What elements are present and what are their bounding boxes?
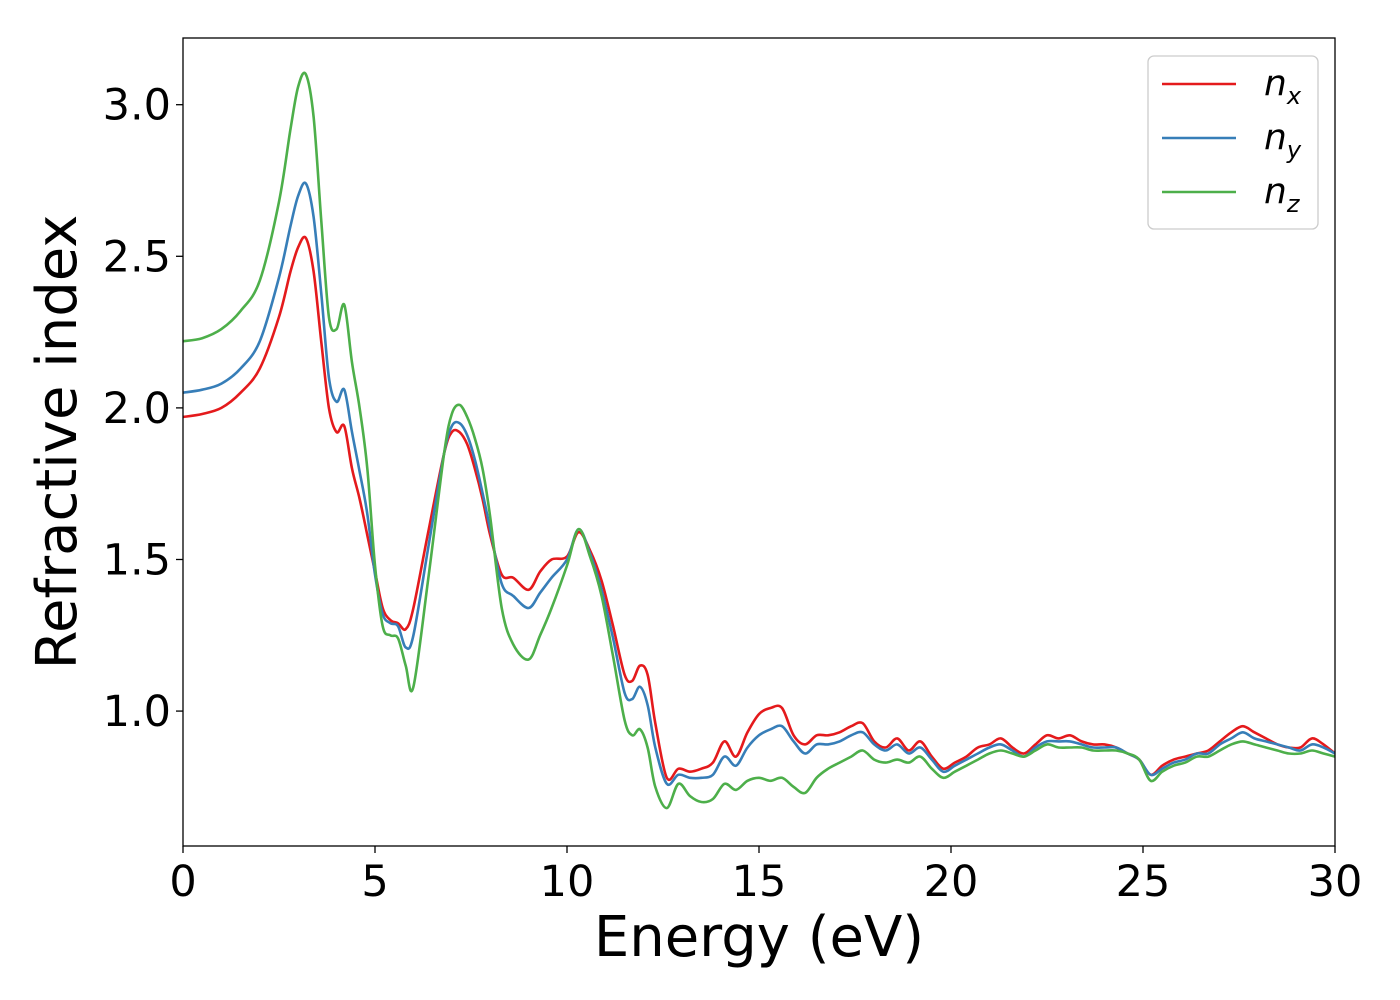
x-tick-label: 25: [1116, 857, 1171, 907]
y-tick-label: 1.5: [103, 535, 171, 585]
y-tick-label: 3.0: [103, 81, 171, 131]
x-tick-label: 15: [732, 857, 787, 907]
series-group: [183, 71, 1335, 810]
legend-label-nz: nz: [1264, 171, 1301, 218]
x-tick-label: 20: [924, 857, 979, 907]
x-tick-label: 10: [540, 857, 595, 907]
y-axis: 1.0 1.5 2.0 2.5 3.0: [103, 81, 183, 737]
series-line-nx: [183, 235, 1335, 782]
x-tick-label: 30: [1308, 857, 1363, 907]
legend: nx ny nz: [1147, 55, 1319, 230]
y-tick-label: 2.0: [103, 384, 171, 434]
y-tick-label: 2.5: [103, 232, 171, 282]
legend-label-nx: nx: [1264, 63, 1302, 110]
x-tick-label: 5: [361, 857, 388, 907]
y-tick-label: 1.0: [103, 687, 171, 737]
x-axis-label: Energy (eV): [594, 905, 924, 970]
y-axis-label: Refractive index: [25, 215, 90, 670]
x-axis: 0 5 10 15 20 25 30: [169, 846, 1362, 907]
legend-box: [1147, 55, 1319, 230]
series-line-nz: [183, 71, 1335, 810]
legend-label-ny: ny: [1264, 117, 1302, 164]
x-tick-label: 0: [169, 857, 196, 907]
